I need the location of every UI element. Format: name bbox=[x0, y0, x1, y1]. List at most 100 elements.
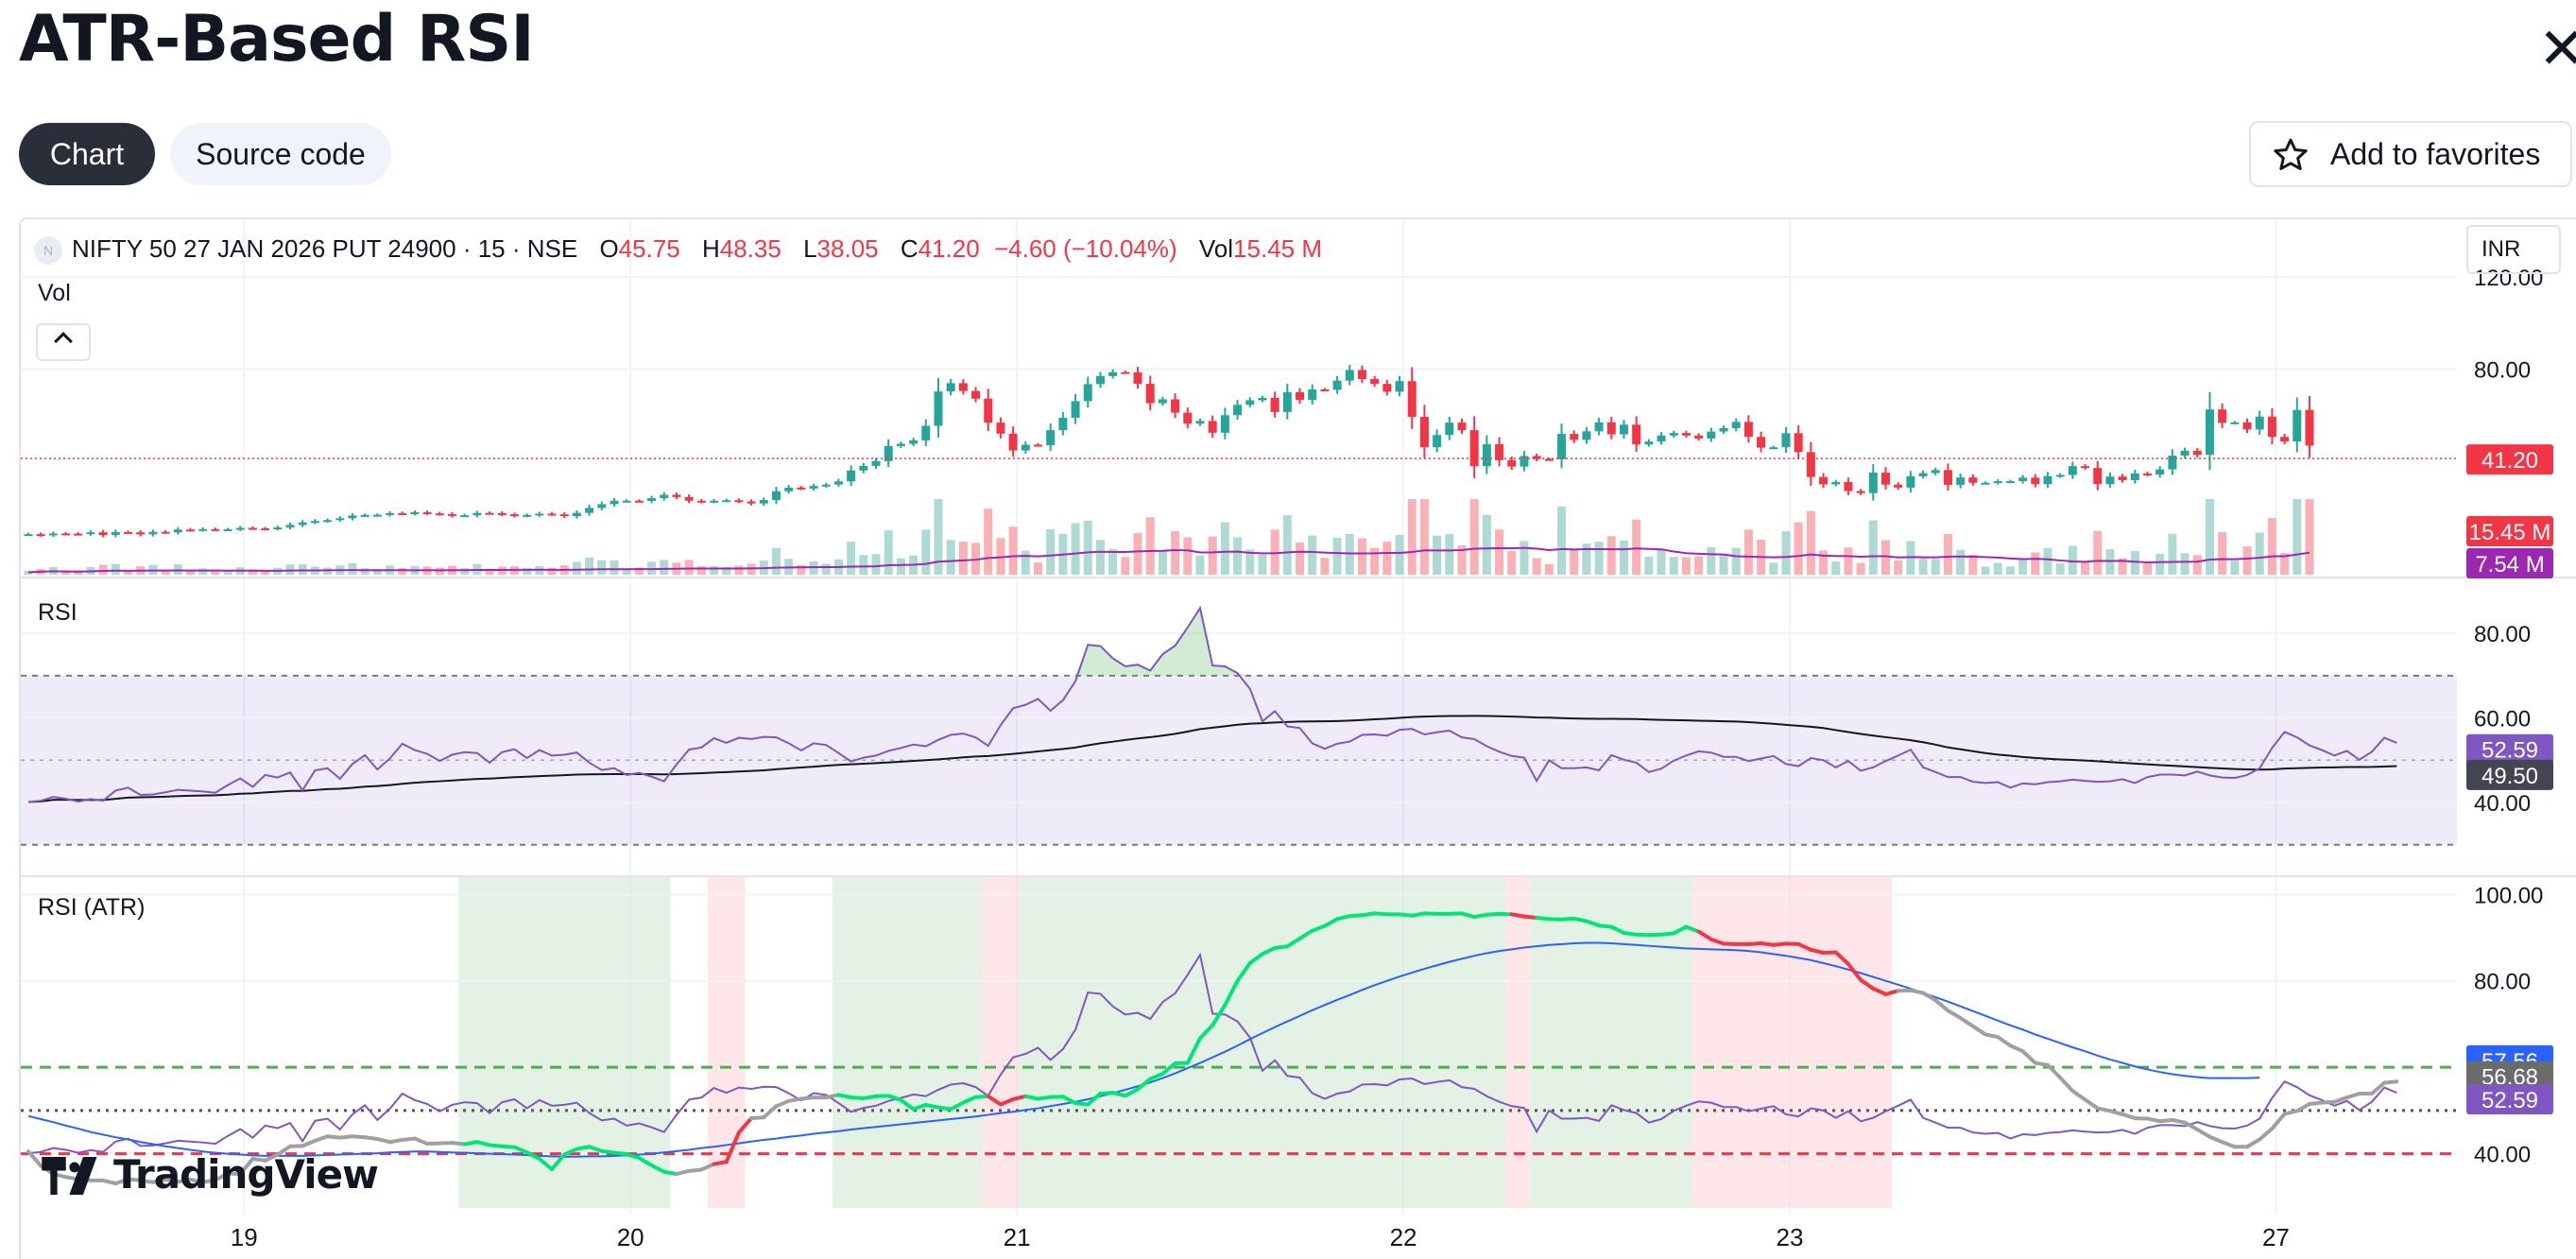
atr-rsi-segment bbox=[512, 1145, 529, 1155]
atr-rsi-segment bbox=[2008, 1043, 2025, 1054]
candle-body bbox=[1171, 399, 1180, 413]
candle-body bbox=[2068, 466, 2077, 475]
candle-body bbox=[1296, 391, 1305, 401]
candle-body bbox=[523, 514, 532, 517]
volume-bar bbox=[622, 568, 631, 575]
atr-rsi-segment bbox=[1946, 1009, 1963, 1021]
volume-bar bbox=[1743, 529, 1753, 575]
candle-body bbox=[1943, 470, 1952, 485]
volume-bar bbox=[1270, 529, 1279, 575]
low-label: L bbox=[803, 234, 817, 263]
volume-bar bbox=[2105, 549, 2115, 575]
atr-rsi-segment bbox=[1709, 937, 1726, 946]
symbol-name[interactable]: NIFTY 50 27 JAN 2026 PUT 24900 · 15 · NS… bbox=[72, 234, 578, 263]
atr-rsi-segment bbox=[562, 1147, 579, 1157]
close-icon[interactable]: ✕ bbox=[2538, 21, 2576, 78]
volume-bar bbox=[2168, 533, 2177, 575]
atr-rsi-segment bbox=[836, 1093, 853, 1100]
atr-rsi-segment bbox=[1160, 1061, 1177, 1076]
atr-rsi-segment bbox=[2308, 1100, 2325, 1106]
volume-bar bbox=[2242, 546, 2252, 575]
atr-rsi-segment bbox=[1322, 917, 1340, 928]
volume-bar bbox=[1657, 549, 1666, 575]
atr-rsi-segment bbox=[712, 1160, 729, 1166]
candle-body bbox=[248, 527, 257, 530]
candle-body bbox=[1844, 482, 1853, 492]
tradingview-logo-icon bbox=[42, 1157, 97, 1195]
volume-bar bbox=[1220, 522, 1229, 575]
candle-body bbox=[386, 512, 395, 515]
volume-bar bbox=[1245, 549, 1255, 575]
atr-rsi-segment bbox=[200, 1178, 217, 1184]
tab-chart[interactable]: Chart bbox=[19, 123, 155, 185]
candle-body bbox=[435, 513, 444, 516]
volume-bar bbox=[1021, 550, 1030, 575]
candle-body bbox=[360, 514, 369, 517]
volume-bar bbox=[921, 529, 931, 575]
volume-bar bbox=[2230, 561, 2240, 575]
candle-body bbox=[1407, 381, 1417, 417]
atr-rsi-segment bbox=[1908, 988, 1926, 995]
volume-bar bbox=[572, 561, 581, 575]
volume-bar bbox=[585, 557, 594, 575]
x-tick-label: 19 bbox=[231, 1223, 258, 1251]
volume-label: Vol bbox=[1198, 234, 1234, 263]
volume-bar bbox=[1582, 543, 1591, 575]
candle-body bbox=[684, 496, 694, 501]
atr-rsi-segment bbox=[1746, 940, 1763, 946]
collapse-indicators-button[interactable] bbox=[36, 323, 91, 361]
candle-body bbox=[124, 531, 133, 534]
volume-bar bbox=[1769, 562, 1778, 575]
candle-body bbox=[1308, 388, 1317, 401]
volume-bar bbox=[2018, 558, 2028, 575]
candle-body bbox=[1469, 430, 1479, 467]
candle-body bbox=[1095, 375, 1105, 385]
volume-bar bbox=[884, 530, 893, 575]
atr-rsi-segment bbox=[1060, 1095, 1078, 1106]
candle-body bbox=[185, 529, 195, 532]
candle-body bbox=[1245, 400, 1255, 405]
atr-rsi-segment bbox=[861, 1094, 879, 1101]
atr-rsi-segment bbox=[2320, 1099, 2337, 1105]
candle-body bbox=[472, 512, 482, 516]
volume-bar bbox=[1195, 555, 1205, 575]
atr-rsi-segment bbox=[524, 1150, 541, 1162]
candle-body bbox=[1707, 431, 1716, 439]
add-to-favorites-button[interactable]: Add to favorites bbox=[2249, 121, 2572, 187]
rsi-band-background bbox=[21, 675, 2457, 845]
atr-rsi-segment bbox=[275, 1144, 293, 1157]
atr-rsi-segment bbox=[1672, 924, 1689, 936]
atr-rsi-segment bbox=[1073, 1101, 1091, 1107]
candle-body bbox=[535, 513, 544, 516]
currency-selector[interactable]: INR bbox=[2466, 225, 2561, 274]
candle-body bbox=[2305, 409, 2314, 446]
candle-body bbox=[335, 518, 345, 521]
high-label: H bbox=[701, 234, 720, 263]
candle-body bbox=[1594, 422, 1604, 432]
candle-body bbox=[422, 511, 432, 514]
volume-bar bbox=[1868, 520, 1878, 575]
atr-rsi-segment bbox=[2070, 1089, 2087, 1102]
volume-bar bbox=[1433, 535, 1442, 575]
candle-body bbox=[1008, 433, 1018, 451]
candle-body bbox=[1208, 421, 1217, 433]
candle-body bbox=[1657, 435, 1666, 442]
volume-bar bbox=[1495, 529, 1504, 575]
atr-rsi-segment bbox=[1559, 916, 1576, 922]
atr-rsi-segment bbox=[1086, 1092, 1103, 1107]
candle-body bbox=[1370, 379, 1380, 385]
candle-body bbox=[660, 494, 669, 499]
atr-rsi-segment bbox=[1883, 989, 1900, 996]
atr-rsi-segment bbox=[2195, 1127, 2212, 1139]
candle-body bbox=[921, 425, 931, 440]
atr-rsi-segment bbox=[961, 1095, 978, 1105]
symbol-legend: N NIFTY 50 27 JAN 2026 PUT 24900 · 15 · N… bbox=[34, 234, 1322, 266]
candle-body bbox=[1233, 405, 1243, 416]
volume-bar bbox=[1819, 550, 1829, 575]
tab-source-code[interactable]: Source code bbox=[170, 123, 391, 185]
atr-rsi-segment bbox=[488, 1143, 505, 1148]
candle-body bbox=[111, 531, 120, 536]
atr-rsi-segment bbox=[986, 1094, 1003, 1107]
volume-bar bbox=[24, 570, 33, 575]
